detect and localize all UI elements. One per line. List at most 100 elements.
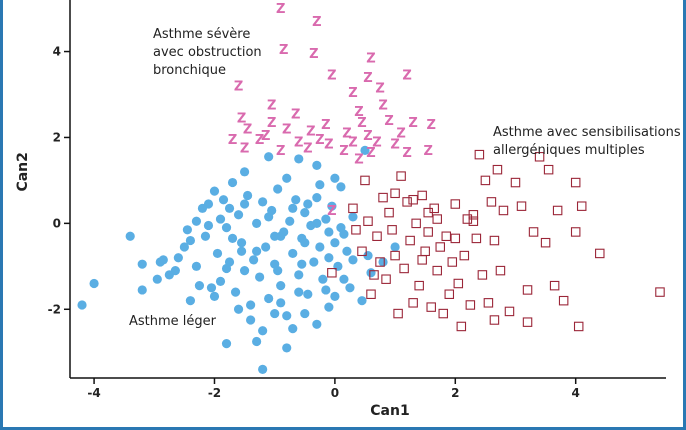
point-allergic-asthma bbox=[552, 205, 563, 216]
point-mild-asthma bbox=[273, 266, 283, 276]
point-mild-asthma bbox=[246, 300, 256, 310]
point-allergic-asthma bbox=[522, 317, 533, 327]
point-severe-asthma: Z bbox=[276, 2, 285, 17]
x-axis-title: Can1 bbox=[370, 403, 409, 419]
point-mild-asthma bbox=[200, 231, 211, 241]
point-allergic-asthma bbox=[417, 255, 427, 265]
point-mild-asthma bbox=[221, 223, 232, 233]
point-mild-asthma bbox=[276, 298, 286, 308]
point-mild-asthma bbox=[348, 212, 358, 222]
point-mild-asthma bbox=[297, 259, 307, 269]
point-allergic-asthma bbox=[516, 201, 527, 211]
point-allergic-asthma bbox=[471, 233, 482, 244]
point-mild-asthma bbox=[233, 304, 244, 314]
point-severe-asthma: Z bbox=[408, 116, 417, 131]
point-mild-asthma bbox=[227, 177, 238, 188]
point-allergic-asthma bbox=[390, 188, 400, 199]
point-mild-asthma bbox=[236, 238, 247, 248]
point-mild-asthma bbox=[348, 255, 358, 265]
point-mild-asthma bbox=[294, 287, 304, 297]
point-mild-asthma bbox=[312, 160, 322, 170]
point-severe-asthma: Z bbox=[354, 152, 363, 167]
point-mild-asthma bbox=[330, 238, 340, 248]
point-mild-asthma bbox=[288, 248, 298, 259]
point-mild-asthma bbox=[324, 253, 334, 263]
point-mild-asthma bbox=[203, 220, 214, 231]
point-allergic-asthma bbox=[573, 321, 584, 332]
annotation-text: Asthme léger bbox=[129, 314, 217, 329]
point-mild-asthma bbox=[300, 238, 310, 248]
point-severe-asthma: Z bbox=[372, 135, 381, 150]
point-allergic-asthma bbox=[396, 171, 406, 181]
point-mild-asthma bbox=[264, 152, 274, 162]
x-tick-label: -4 bbox=[87, 386, 100, 400]
point-allergic-asthma bbox=[426, 302, 436, 312]
point-mild-asthma bbox=[242, 190, 253, 201]
point-severe-asthma: Z bbox=[366, 51, 375, 66]
point-mild-asthma bbox=[291, 195, 301, 205]
annotation-text: avec obstruction bbox=[153, 45, 262, 60]
point-allergic-asthma bbox=[450, 199, 461, 209]
point-mild-asthma bbox=[179, 242, 189, 252]
point-severe-asthma: Z bbox=[342, 127, 351, 142]
point-mild-asthma bbox=[300, 208, 310, 218]
point-severe-asthma: Z bbox=[348, 135, 357, 150]
point-allergic-asthma bbox=[595, 248, 605, 259]
point-mild-asthma bbox=[137, 259, 147, 269]
point-mild-asthma bbox=[173, 253, 183, 263]
point-mild-asthma bbox=[324, 227, 334, 237]
point-mild-asthma bbox=[312, 192, 322, 203]
y-tick-label: 4 bbox=[53, 45, 61, 59]
point-mild-asthma bbox=[230, 287, 241, 297]
point-allergic-asthma bbox=[655, 287, 665, 297]
point-allergic-asthma bbox=[543, 164, 554, 175]
point-allergic-asthma bbox=[489, 235, 500, 246]
point-mild-asthma bbox=[239, 167, 250, 177]
point-mild-asthma bbox=[333, 261, 343, 271]
point-allergic-asthma bbox=[441, 231, 452, 242]
point-mild-asthma bbox=[273, 184, 283, 194]
point-allergic-asthma bbox=[465, 300, 476, 310]
point-mild-asthma bbox=[236, 246, 247, 256]
point-mild-asthma bbox=[182, 225, 192, 235]
point-mild-asthma bbox=[321, 214, 331, 224]
point-mild-asthma bbox=[294, 154, 304, 164]
point-severe-asthma: Z bbox=[267, 116, 276, 131]
point-mild-asthma bbox=[300, 308, 310, 319]
point-mild-asthma bbox=[357, 296, 367, 306]
point-severe-asthma: Z bbox=[402, 69, 411, 84]
point-allergic-asthma bbox=[432, 214, 442, 224]
point-mild-asthma bbox=[209, 291, 220, 301]
point-mild-asthma bbox=[345, 283, 355, 293]
point-mild-asthma bbox=[342, 246, 352, 256]
point-severe-asthma: Z bbox=[282, 122, 291, 137]
point-mild-asthma bbox=[282, 311, 292, 321]
point-severe-asthma: Z bbox=[384, 114, 393, 129]
point-severe-asthma: Z bbox=[255, 133, 264, 148]
point-allergic-asthma bbox=[423, 227, 433, 237]
point-allergic-asthma bbox=[474, 149, 485, 160]
point-mild-asthma bbox=[239, 266, 250, 276]
point-mild-asthma bbox=[152, 274, 162, 284]
x-tick-label: -2 bbox=[208, 386, 221, 400]
point-severe-asthma: Z bbox=[261, 129, 270, 144]
point-severe-asthma: Z bbox=[309, 47, 318, 62]
point-allergic-asthma bbox=[477, 270, 488, 280]
point-allergic-asthma bbox=[381, 274, 391, 284]
point-severe-asthma: Z bbox=[306, 125, 315, 140]
point-allergic-asthma bbox=[528, 227, 539, 237]
point-mild-asthma bbox=[224, 203, 235, 213]
point-allergic-asthma bbox=[369, 270, 379, 280]
point-mild-asthma bbox=[185, 296, 196, 306]
point-severe-asthma: Z bbox=[363, 129, 372, 144]
point-severe-asthma: Z bbox=[276, 144, 285, 159]
point-allergic-asthma bbox=[399, 263, 409, 274]
point-mild-asthma bbox=[158, 255, 168, 265]
point-mild-asthma bbox=[215, 276, 226, 286]
point-severe-asthma: Z bbox=[402, 146, 411, 161]
point-severe-asthma: Z bbox=[339, 144, 348, 159]
y-tick-label: 2 bbox=[53, 130, 61, 144]
point-mild-asthma bbox=[209, 186, 220, 196]
